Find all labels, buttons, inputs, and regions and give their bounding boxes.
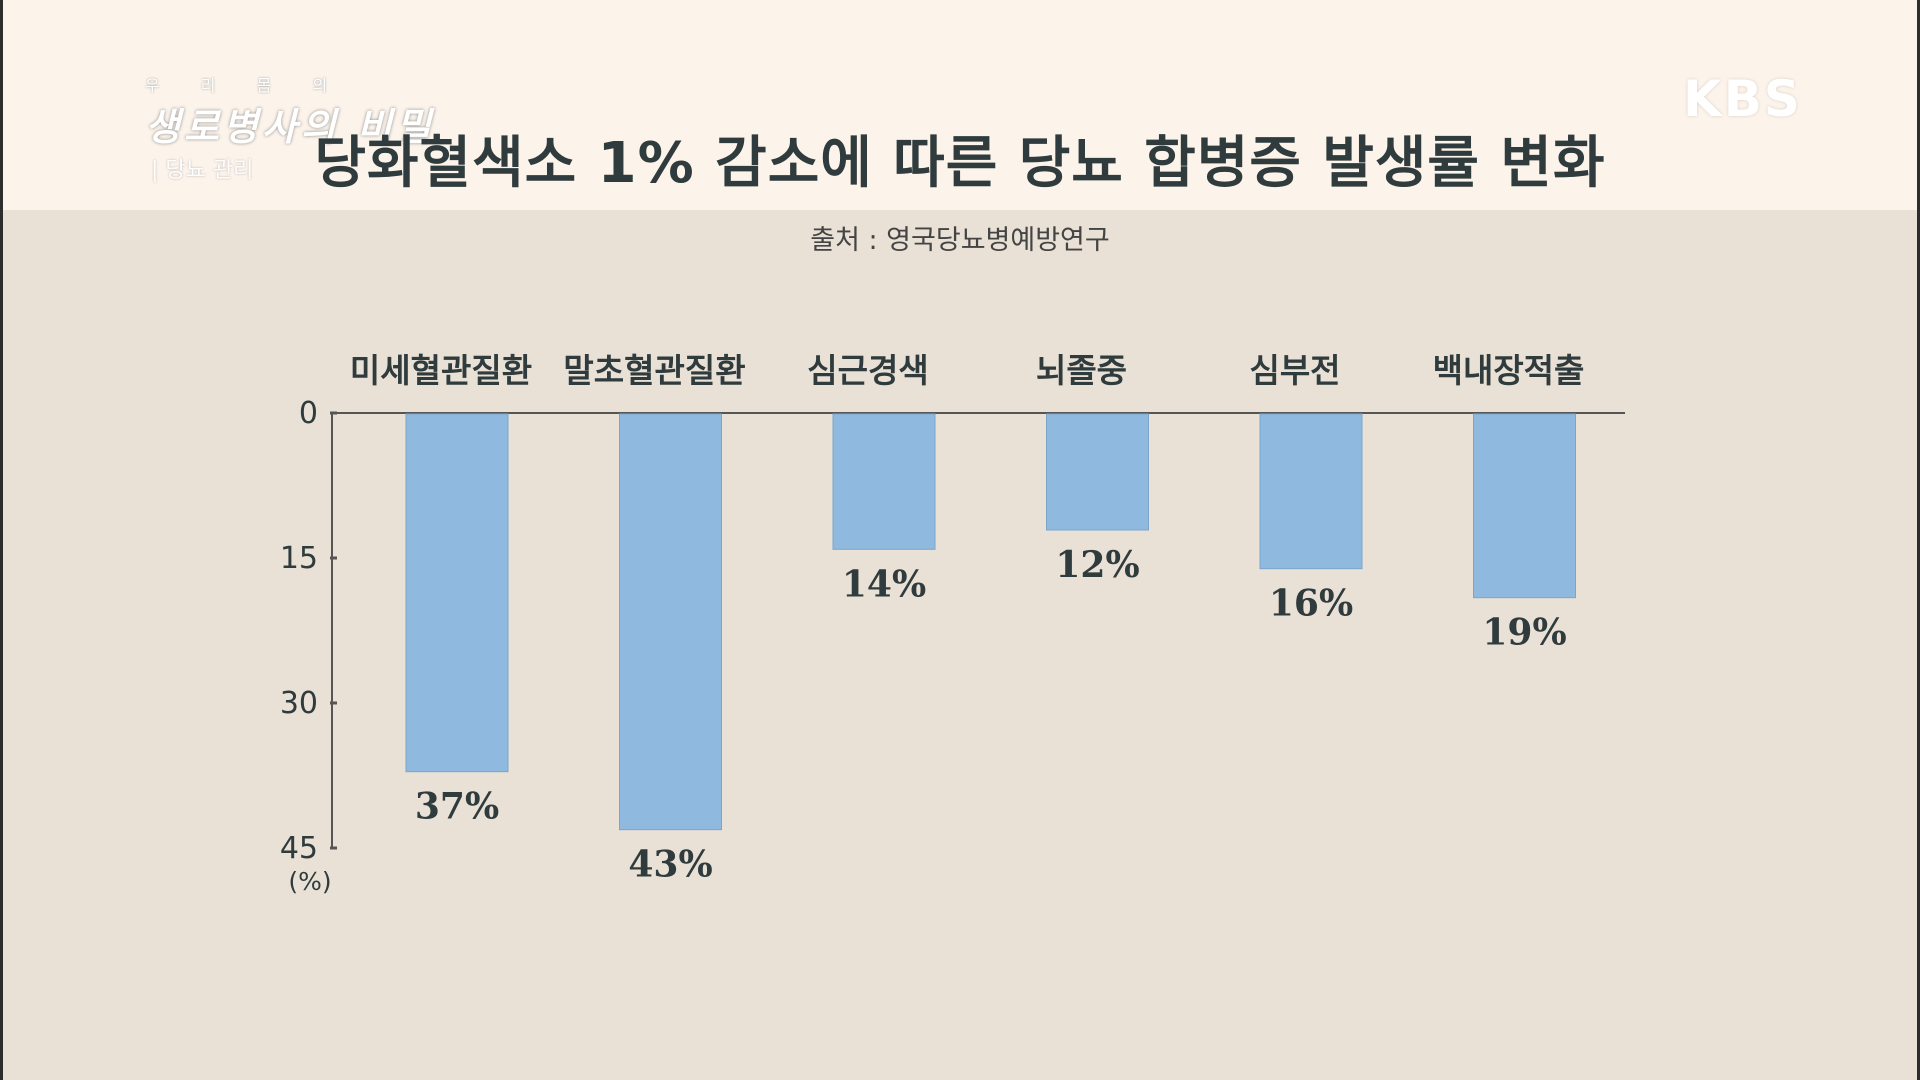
bar: [405, 413, 509, 773]
program-name: 생로병사의 비밀: [145, 105, 435, 149]
program-subtitle: 우 리 몸 의: [145, 76, 346, 95]
category-label: 뇌졸중: [1036, 351, 1127, 390]
bar: [1473, 413, 1576, 599]
bar: [1046, 413, 1149, 531]
frame-edge-left: [0, 0, 3, 1080]
bar: [1259, 413, 1363, 570]
category-label: 말초혈관질환: [563, 351, 745, 390]
frame-edge-right: [1917, 0, 1920, 1080]
y-tick-label: 15: [280, 541, 318, 576]
data-label: 19%: [1482, 612, 1566, 654]
y-tick-label: 0: [299, 396, 318, 431]
y-tick-label: 30: [280, 686, 318, 721]
program-episode: | 당뇨 관리: [151, 158, 254, 183]
category-label: 심부전: [1249, 351, 1340, 390]
category-label: 심근경색: [807, 351, 928, 390]
data-label: 12%: [1055, 544, 1139, 586]
category-label: 백내장적출: [1433, 351, 1585, 390]
bar: [832, 413, 936, 550]
broadcaster-logo: KBS: [1683, 70, 1802, 128]
y-unit-label: (%): [288, 867, 331, 896]
data-label: 16%: [1269, 583, 1353, 625]
data-label: 37%: [415, 786, 499, 828]
data-label: 43%: [628, 844, 712, 886]
y-tick-label: 45: [280, 831, 318, 866]
data-label: 14%: [842, 563, 926, 605]
chart-title: 당화혈색소 1% 감소에 따른 당뇨 합병증 발생률 변화: [314, 131, 1606, 196]
chart-source: 출처 : 영국당뇨병예방연구: [810, 225, 1110, 256]
program-logo: 우 리 몸 의 생로병사의 비밀 | 당뇨 관리: [145, 72, 445, 183]
bar: [619, 413, 722, 831]
category-label: 미세혈관질환: [350, 351, 532, 390]
header-band: [0, 0, 1920, 210]
